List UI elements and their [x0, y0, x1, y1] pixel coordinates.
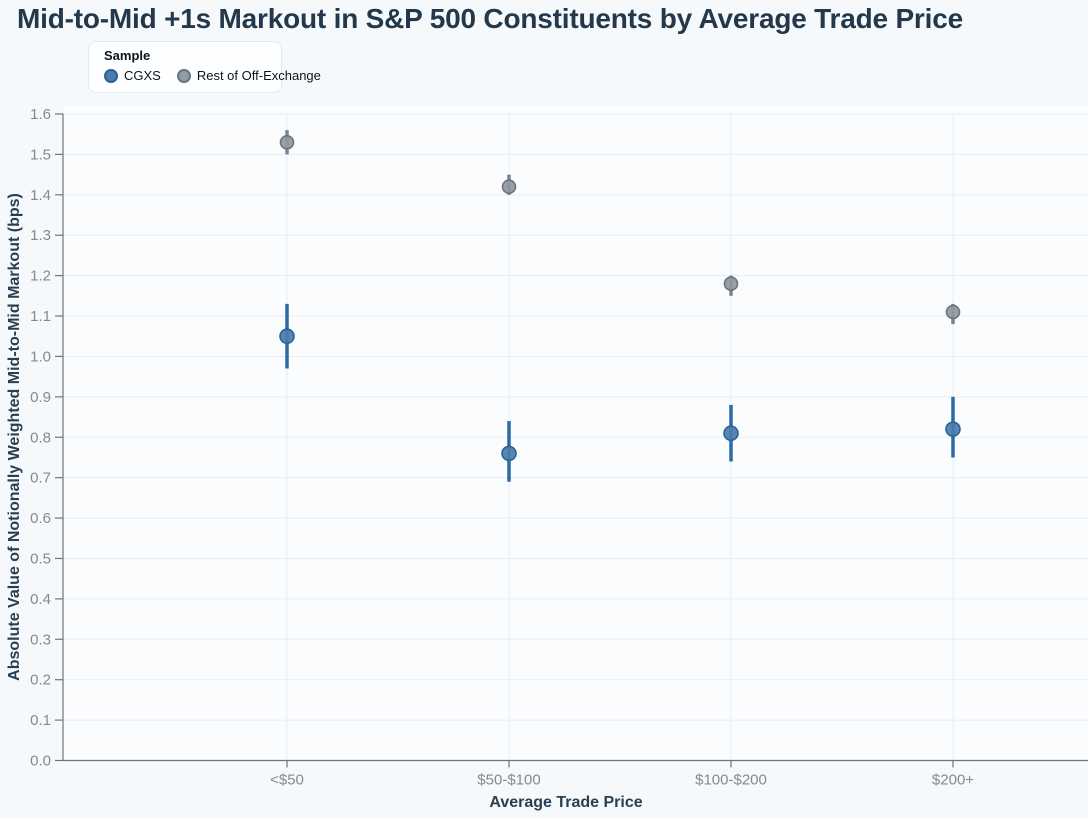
point-cgxs [279, 328, 295, 345]
legend-item-cgxs: CGXS [104, 68, 161, 83]
x-tick-label: $50-$100 [477, 772, 540, 789]
y-tick-label: 0.5 [30, 550, 51, 567]
rest-of-off-exchange-marker-icon [176, 68, 191, 83]
x-axis-title: Average Trade Price [489, 794, 643, 811]
plot-panel [63, 106, 1088, 761]
point-cgxs [723, 425, 739, 442]
point-rest-of-off-exchange [279, 134, 295, 150]
point-cgxs [945, 421, 961, 437]
legend-title: Sample [104, 48, 151, 63]
legend-items: CGXS Rest of Off-Exchange [104, 68, 321, 83]
point-rest-of-off-exchange [945, 304, 961, 320]
y-tick-label: 0.8 [30, 429, 51, 446]
y-tick-label: 0.1 [30, 712, 51, 729]
y-tick-label: 1.4 [30, 187, 51, 204]
y-tick-label: 0.0 [30, 753, 51, 770]
y-tick-label: 0.4 [30, 591, 51, 608]
y-tick-label: 0.7 [30, 470, 51, 487]
legend-item-rest-of-off-exchange: Rest of Off-Exchange [176, 68, 321, 83]
y-tick-label: 1.5 [30, 146, 51, 163]
point-rest-of-off-exchange [723, 276, 739, 292]
y-tick-label: 0.9 [30, 389, 51, 406]
y-tick-label: 1.0 [30, 348, 51, 365]
legend-label-cgxs: CGXS [124, 68, 161, 83]
point-rest-of-off-exchange [501, 179, 517, 195]
cgxs-marker-icon [104, 68, 118, 83]
y-tick-label: 1.2 [30, 268, 51, 285]
legend-label-rest-of-off-exchange: Rest of Off-Exchange [196, 68, 321, 83]
legend: Sample CGXS Rest of Off-Exchange [88, 41, 321, 93]
chart-title: Mid-to-Mid +1s Markout in S&P 500 Consti… [17, 3, 963, 34]
x-tick-label: <$50 [270, 772, 304, 789]
y-tick-label: 0.2 [30, 672, 51, 689]
x-tick-label: $100-$200 [695, 772, 767, 789]
y-tick-label: 1.6 [30, 106, 51, 123]
y-tick-label: 1.3 [30, 227, 51, 244]
y-tick-label: 1.1 [30, 308, 51, 325]
y-tick-label: 0.6 [30, 510, 51, 527]
y-tick-label: 0.3 [30, 631, 51, 648]
x-tick-label: $200+ [932, 772, 974, 789]
point-cgxs [501, 445, 517, 462]
